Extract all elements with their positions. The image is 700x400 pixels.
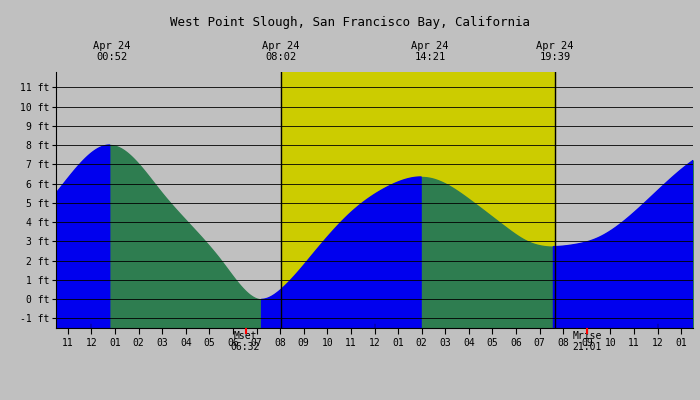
Text: Apr 24
19:39: Apr 24 19:39 bbox=[536, 41, 574, 62]
Text: Mset
06:32: Mset 06:32 bbox=[231, 331, 260, 352]
Bar bbox=[281, 72, 555, 328]
Text: Apr 24
08:02: Apr 24 08:02 bbox=[262, 41, 300, 62]
Text: Mrise
21:01: Mrise 21:01 bbox=[573, 331, 602, 352]
Text: Apr 24
00:52: Apr 24 00:52 bbox=[93, 41, 131, 62]
Text: Apr 24
14:21: Apr 24 14:21 bbox=[411, 41, 449, 62]
Text: West Point Slough, San Francisco Bay, California: West Point Slough, San Francisco Bay, Ca… bbox=[170, 16, 530, 29]
